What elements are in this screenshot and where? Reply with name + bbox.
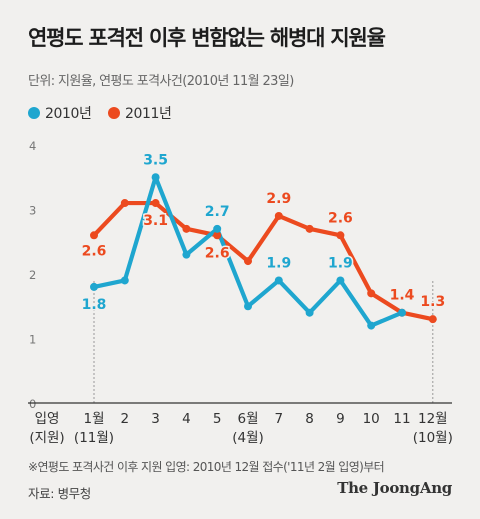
- x-tick-label: 7: [275, 411, 284, 427]
- x-tick-sublabel: (4월): [232, 430, 264, 446]
- data-point: [336, 276, 345, 285]
- chart-subtitle: 단위: 지원율, 연평도 포격사건(2010년 11월 23일): [28, 74, 294, 89]
- data-label: 1.3: [420, 294, 445, 310]
- x-axis-sublabel: (지원): [29, 430, 64, 446]
- x-tick-label: 10: [363, 411, 380, 427]
- data-point: [120, 276, 129, 285]
- x-tick-label: 8: [305, 411, 314, 427]
- y-tick-label: 2: [29, 268, 36, 282]
- legend-item-2010: 2010년: [28, 103, 92, 123]
- y-tick-label: 1: [29, 333, 36, 347]
- data-label: 2.7: [205, 204, 230, 220]
- x-tick-label: 12월: [418, 411, 448, 427]
- data-point: [244, 302, 252, 311]
- x-tick-label: 6월: [237, 411, 258, 427]
- x-tick-label: 9: [336, 411, 345, 427]
- data-point: [90, 231, 98, 240]
- x-tick-sublabel: (11월): [74, 430, 114, 446]
- x-tick-label: 11: [393, 411, 410, 427]
- y-tick-label: 3: [29, 204, 36, 218]
- y-tick-label: 0: [29, 397, 36, 411]
- data-point: [367, 289, 376, 298]
- brand-logo-text: The JoongAng: [337, 479, 452, 497]
- data-point: [244, 257, 252, 266]
- data-label: 2.6: [328, 210, 353, 226]
- data-label: 1.8: [82, 297, 107, 313]
- data-label: 3.5: [143, 152, 168, 168]
- source-note: 자료: 병무청: [28, 486, 91, 501]
- data-point: [305, 308, 314, 317]
- data-point: [182, 250, 191, 259]
- x-tick-label: 4: [182, 411, 191, 427]
- data-point: [151, 173, 160, 182]
- data-point: [274, 276, 283, 285]
- data-point: [213, 224, 222, 233]
- legend-item-2011: 2011년: [107, 103, 172, 123]
- data-label: 1.9: [328, 255, 353, 271]
- data-point: [398, 308, 406, 317]
- x-tick-label: 1월: [83, 411, 104, 427]
- legend-swatch-2010: [28, 107, 40, 119]
- footnote: ※연평도 포격사건 이후 지원 입영: 2010년 12월 접수('11년 2월…: [28, 460, 385, 474]
- data-point: [274, 211, 283, 220]
- data-point: [336, 231, 345, 240]
- data-point: [182, 224, 191, 233]
- data-point: [305, 224, 314, 233]
- legend-swatch-2011: [107, 107, 120, 119]
- x-axis-label: 입영: [35, 411, 60, 427]
- x-tick-label: 2: [121, 411, 130, 427]
- data-label: 3.1: [143, 213, 168, 229]
- chart-title: 연평도 포격전 이후 변함없는 해병대 지원율: [28, 26, 386, 50]
- x-tick-label: 3: [151, 411, 160, 427]
- x-tick-label: 5: [213, 411, 222, 427]
- data-label: 2.6: [205, 245, 230, 261]
- legend: 2010년 2011년: [28, 103, 183, 123]
- data-label: 1.4: [390, 288, 415, 304]
- data-label: 2.6: [82, 243, 107, 259]
- legend-label-2011: 2011년: [124, 106, 172, 122]
- data-point: [90, 282, 98, 291]
- data-label: 2.9: [266, 191, 291, 207]
- legend-label-2010: 2010년: [45, 106, 92, 122]
- x-tick-sublabel: (10월): [413, 430, 453, 446]
- data-point: [367, 321, 376, 330]
- series-line-2011년: [91, 200, 435, 322]
- data-point: [120, 199, 129, 208]
- data-point: [428, 315, 437, 324]
- data-point: [213, 231, 222, 240]
- data-label: 1.9: [266, 255, 291, 271]
- y-tick-label: 4: [29, 139, 36, 153]
- data-point: [151, 199, 160, 208]
